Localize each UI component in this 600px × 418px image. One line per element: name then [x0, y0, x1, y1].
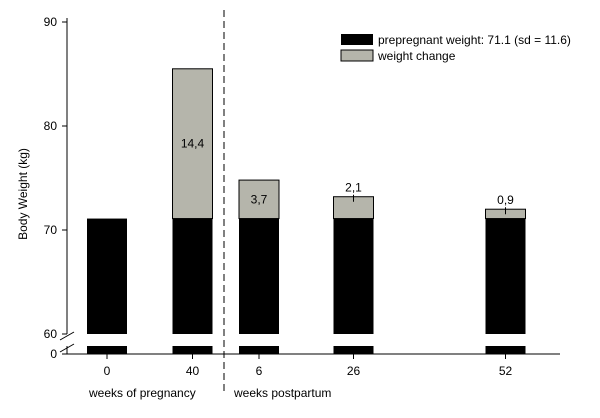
bars-layer — [87, 68, 526, 354]
data-label-52: 0,9 — [497, 193, 514, 207]
y-tick-label-60: 60 — [44, 327, 58, 341]
y-axis-break-mark-bottom — [59, 343, 75, 353]
y-tick-label-80: 80 — [44, 119, 58, 133]
bar-base-lower-40 — [172, 346, 213, 354]
bar-change-40 — [172, 68, 213, 220]
bar-base-0 — [87, 218, 127, 334]
labels-layer: 14,4 3,7 2,1 0,9 — [181, 137, 514, 215]
legend-label-weight-change: weight change — [377, 49, 456, 63]
y-tick-label-70: 70 — [44, 223, 58, 237]
y-tick-label-90: 90 — [44, 15, 58, 29]
group-label-postpartum: weeks postpartum — [233, 386, 331, 400]
group-label-pregnancy: weeks of pregnancy — [88, 386, 196, 400]
bar-change-6 — [238, 179, 280, 220]
legend-swatch-weight-change — [340, 49, 374, 62]
bar-base-52 — [485, 218, 526, 334]
legend: prepregnant weight: 71.1 (sd = 11.6) weig… — [340, 33, 571, 63]
x-tick-label-26: 26 — [347, 364, 361, 378]
y-axis-break-mark-top — [59, 331, 75, 341]
y-tick-label-0: 0 — [50, 347, 57, 361]
data-label-6: 3,7 — [251, 192, 268, 206]
x-tick-label-40: 40 — [186, 364, 200, 378]
data-label-40: 14,4 — [181, 137, 205, 151]
bar-base-lower-0 — [87, 346, 127, 354]
legend-swatch-prepregnant — [341, 34, 373, 45]
bar-base-lower-6 — [239, 346, 279, 354]
bar-base-6 — [239, 218, 279, 334]
x-tick-label-6: 6 — [256, 364, 263, 378]
x-tick-label-52: 52 — [499, 364, 513, 378]
data-label-26: 2,1 — [345, 181, 362, 195]
bar-base-lower-52 — [485, 346, 526, 354]
axes-layer: 0 40 6 26 52 0 60 70 80 90 Body Weight (kg) weeks o… — [16, 10, 560, 400]
bar-base-26 — [333, 218, 374, 334]
x-tick-label-0: 0 — [104, 364, 111, 378]
legend-label-prepregnant: prepregnant weight: 71.1 (sd = 11.6) — [378, 33, 571, 47]
bar-base-40 — [172, 218, 213, 334]
y-axis-title: Body Weight (kg) — [16, 148, 30, 240]
bar-base-lower-26 — [333, 346, 374, 354]
